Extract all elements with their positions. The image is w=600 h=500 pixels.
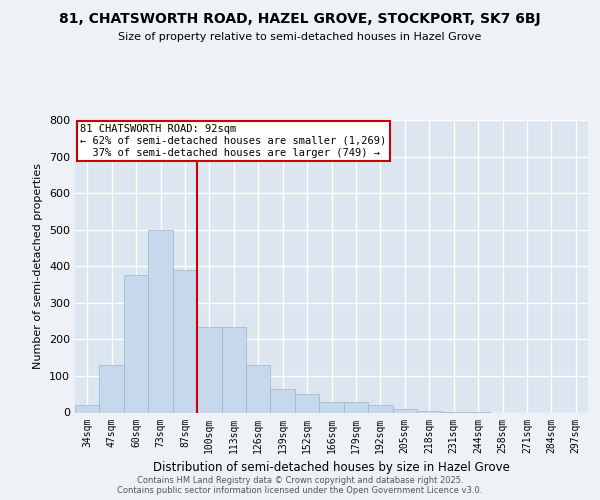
Bar <box>100 365 124 412</box>
Bar <box>392 409 417 412</box>
Text: Size of property relative to semi-detached houses in Hazel Grove: Size of property relative to semi-detach… <box>118 32 482 42</box>
Bar <box>173 270 197 412</box>
Bar <box>148 230 173 412</box>
Bar <box>271 388 295 412</box>
Bar <box>368 405 392 412</box>
X-axis label: Distribution of semi-detached houses by size in Hazel Grove: Distribution of semi-detached houses by … <box>153 461 510 474</box>
Bar <box>246 365 271 412</box>
Text: 81 CHATSWORTH ROAD: 92sqm
← 62% of semi-detached houses are smaller (1,269)
  37: 81 CHATSWORTH ROAD: 92sqm ← 62% of semi-… <box>80 124 386 158</box>
Bar <box>295 394 319 412</box>
Y-axis label: Number of semi-detached properties: Number of semi-detached properties <box>34 163 43 369</box>
Text: 81, CHATSWORTH ROAD, HAZEL GROVE, STOCKPORT, SK7 6BJ: 81, CHATSWORTH ROAD, HAZEL GROVE, STOCKP… <box>59 12 541 26</box>
Bar <box>221 326 246 412</box>
Bar <box>417 410 442 412</box>
Bar <box>124 276 148 412</box>
Text: Contains HM Land Registry data © Crown copyright and database right 2025.
Contai: Contains HM Land Registry data © Crown c… <box>118 476 482 495</box>
Bar <box>319 402 344 412</box>
Bar <box>197 326 221 412</box>
Bar <box>344 402 368 412</box>
Bar <box>75 405 100 412</box>
